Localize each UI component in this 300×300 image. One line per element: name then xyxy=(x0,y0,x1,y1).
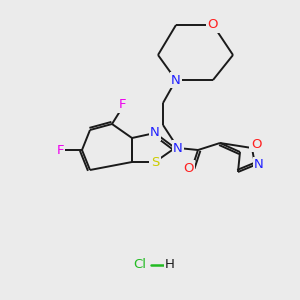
Text: O: O xyxy=(208,19,218,32)
Text: N: N xyxy=(254,158,264,172)
Text: O: O xyxy=(251,137,261,151)
Text: N: N xyxy=(150,127,160,140)
Text: H: H xyxy=(165,259,175,272)
Text: F: F xyxy=(118,98,126,112)
Text: F: F xyxy=(56,143,64,157)
Text: O: O xyxy=(183,161,193,175)
Text: N: N xyxy=(171,74,181,86)
Text: Cl: Cl xyxy=(134,259,146,272)
Text: N: N xyxy=(173,142,183,154)
Text: S: S xyxy=(151,155,159,169)
